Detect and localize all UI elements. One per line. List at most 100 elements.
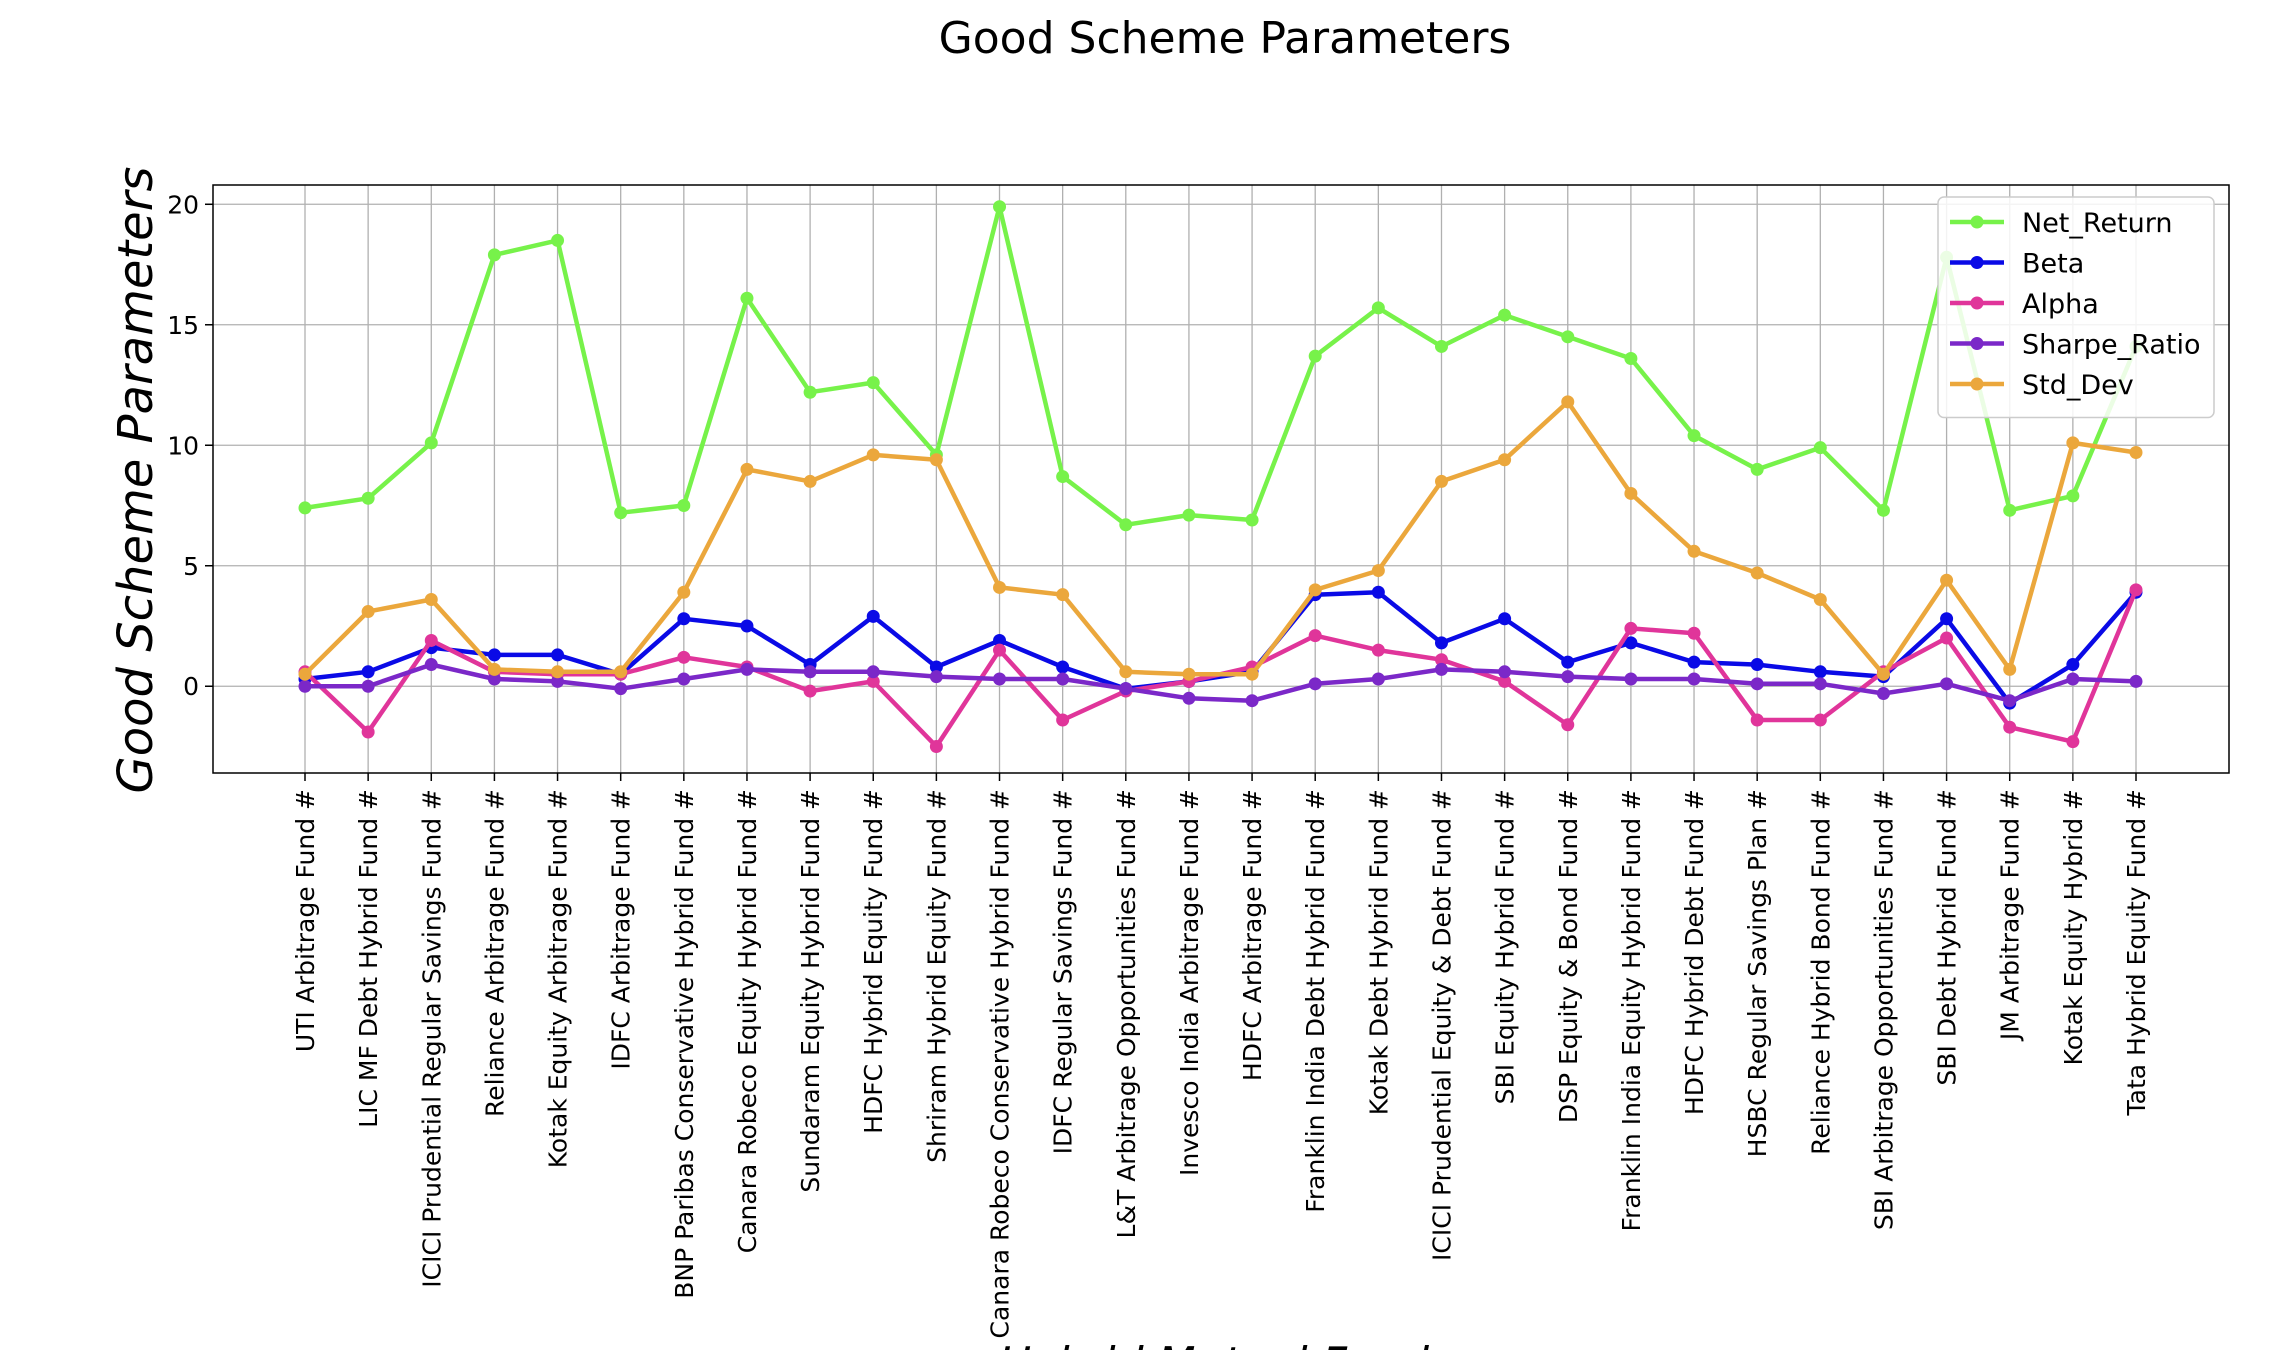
- data-point: [866, 376, 880, 390]
- data-point: [1876, 667, 1890, 681]
- data-point: [1624, 636, 1638, 650]
- data-point: [424, 658, 438, 672]
- x-axis-label: Hybrid Mutual Funds: [998, 1338, 1452, 1350]
- data-point: [1182, 667, 1196, 681]
- data-point: [361, 665, 375, 679]
- x-tick-label: Sundaram Equity Hybrid Fund #: [796, 789, 825, 1193]
- data-point: [424, 436, 438, 450]
- x-tick-label: L&T Arbitrage Opportunities Fund #: [1112, 789, 1141, 1238]
- data-point: [2066, 672, 2080, 686]
- series-layer: [298, 200, 2143, 753]
- data-point: [1561, 330, 1575, 344]
- legend-label: Std_Dev: [2022, 370, 2134, 401]
- x-tick-label: UTI Arbitrage Fund #: [291, 789, 320, 1052]
- data-point: [866, 674, 880, 688]
- data-point: [361, 679, 375, 693]
- x-tick-label: Franklin India Debt Hybrid Fund #: [1301, 789, 1330, 1213]
- data-point: [1182, 691, 1196, 705]
- data-point: [1813, 677, 1827, 691]
- data-point: [929, 670, 943, 684]
- legend-marker: [1970, 215, 1984, 229]
- data-point: [1119, 682, 1133, 696]
- legend-marker: [1970, 337, 1984, 350]
- data-point: [677, 672, 691, 686]
- x-tick-label: SBI Arbitrage Opportunities Fund #: [1869, 789, 1898, 1230]
- x-tick-label: SBI Equity Hybrid Fund #: [1491, 789, 1520, 1104]
- series-sharpe-ratio: [298, 658, 2143, 708]
- data-point: [1750, 566, 1764, 580]
- legend-label: Net_Return: [2022, 208, 2173, 239]
- x-tick-label: Kotak Equity Hybrid #: [2059, 789, 2088, 1065]
- data-point: [1245, 667, 1259, 681]
- x-tick-label: Invesco India Arbitrage Fund #: [1175, 789, 1204, 1176]
- data-point: [993, 633, 1007, 647]
- data-point: [1561, 395, 1575, 409]
- legend: Net_Return Beta Alpha Sharpe_Ratio Std_Dev: [1937, 196, 2215, 419]
- data-point: [1308, 349, 1322, 363]
- data-point: [1434, 662, 1448, 676]
- legend-item: Net_Return: [1950, 208, 2173, 239]
- data-point: [1876, 686, 1890, 700]
- data-point: [361, 491, 375, 505]
- data-point: [1813, 665, 1827, 679]
- data-point: [2066, 489, 2080, 503]
- x-tick-label: IDFC Arbitrage Fund #: [607, 789, 636, 1070]
- data-point: [1813, 441, 1827, 455]
- y-tick-label: 20: [167, 190, 199, 219]
- data-point: [1561, 718, 1575, 732]
- series-line: [305, 662, 2137, 703]
- data-point: [298, 667, 312, 681]
- data-point: [993, 643, 1007, 657]
- x-tick-label: DSP Equity & Bond Fund #: [1554, 789, 1583, 1123]
- data-point: [2003, 720, 2017, 734]
- series-line: [304, 204, 2139, 528]
- data-point: [929, 453, 943, 467]
- data-point: [2066, 735, 2080, 749]
- data-point: [1245, 513, 1259, 527]
- data-point: [1498, 308, 1512, 322]
- legend-label: Alpha: [2022, 289, 2099, 320]
- x-tick-label: Reliance Arbitrage Fund #: [480, 789, 509, 1117]
- data-point: [1434, 339, 1448, 353]
- data-point: [1687, 655, 1701, 669]
- x-tick-label: ICICI Prudential Regular Savings Fund #: [417, 789, 446, 1288]
- data-point: [1940, 677, 1954, 691]
- x-tick-label: Reliance Hybrid Bond Fund #: [1806, 789, 1835, 1155]
- data-point: [2066, 658, 2080, 672]
- data-point: [740, 462, 754, 476]
- data-point: [1687, 544, 1701, 558]
- data-point: [1750, 677, 1764, 691]
- data-point: [551, 665, 565, 679]
- data-point: [551, 233, 565, 247]
- data-point: [1056, 588, 1070, 602]
- data-point: [1119, 665, 1133, 679]
- x-tick-label: HSBC Regular Savings Plan #: [1743, 789, 1772, 1157]
- legend-marker: [1970, 296, 1984, 310]
- data-point: [1308, 629, 1322, 643]
- data-point: [1750, 462, 1764, 476]
- data-point: [929, 660, 943, 674]
- series-line: [303, 399, 2137, 677]
- y-axis-label: Good Scheme Parameters: [108, 167, 164, 794]
- data-point: [1876, 503, 1890, 517]
- data-point: [803, 684, 817, 698]
- data-point: [1056, 713, 1070, 727]
- data-point: [1750, 658, 1764, 672]
- data-point: [1434, 653, 1448, 667]
- legend-marker: [1970, 256, 1984, 269]
- data-point: [424, 592, 438, 606]
- data-point: [1498, 674, 1512, 688]
- data-point: [866, 665, 880, 679]
- data-point: [361, 725, 375, 739]
- data-point: [993, 580, 1007, 594]
- y-axis-ticks: 0 5 10 15 20: [167, 190, 213, 701]
- data-point: [2003, 503, 2017, 517]
- plot-area: [212, 184, 2230, 774]
- data-point: [2129, 445, 2143, 459]
- data-point: [1056, 470, 1070, 484]
- data-point: [1371, 585, 1385, 599]
- data-point: [361, 605, 375, 619]
- data-point: [803, 665, 817, 679]
- legend-label: Sharpe_Ratio: [2022, 330, 2200, 361]
- y-tick-label: 0: [183, 672, 199, 701]
